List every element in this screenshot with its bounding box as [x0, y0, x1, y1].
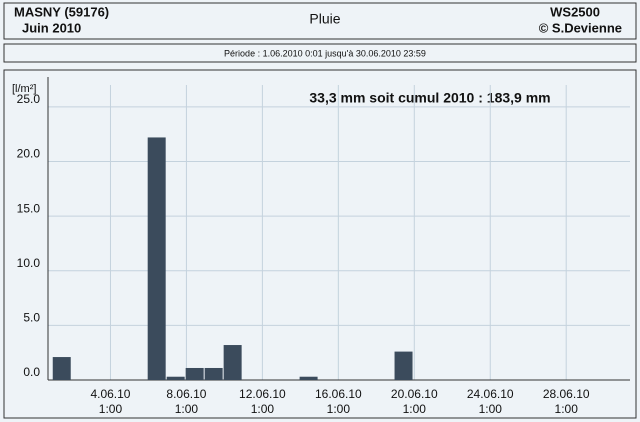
bar — [204, 367, 223, 380]
x-tick-label: 16.06.10 1:00 — [315, 387, 362, 416]
bar — [223, 345, 242, 380]
bar — [299, 376, 318, 380]
plot-frame — [3, 69, 637, 419]
header-box — [3, 2, 637, 40]
chart-title: Pluie — [309, 11, 340, 27]
x-tick-label: 12.06.10 1:00 — [239, 387, 286, 416]
period-box — [3, 43, 637, 63]
month: Juin 2010 — [22, 20, 81, 35]
annotation: 33,3 mm soit cumul 2010 : 183,9 mm — [309, 90, 550, 106]
period: Période : 1.06.2010 0:01 jusqu'à 30.06.2… — [224, 48, 426, 58]
station: MASNY (59176) — [14, 4, 109, 19]
x-tick-label: 28.06.10 1:00 — [543, 387, 590, 416]
x-tick-label: 24.06.10 1:00 — [467, 387, 514, 416]
y-tick-label: 0.0 — [23, 365, 40, 379]
y-tick-label: 25.0 — [17, 92, 41, 106]
bar — [52, 357, 71, 380]
bar — [185, 367, 204, 380]
y-tick-label: 15.0 — [17, 201, 41, 215]
bar — [394, 351, 413, 380]
author: © S.Devienne — [539, 20, 622, 35]
bar — [166, 376, 185, 380]
y-tick-label: 5.0 — [23, 311, 40, 325]
y-tick-label: 10.0 — [17, 256, 41, 270]
x-tick-label: 4.06.10 1:00 — [90, 387, 130, 416]
y-axis-label: [l/m²] — [12, 83, 36, 95]
y-tick-label: 20.0 — [17, 147, 41, 161]
x-tick-label: 20.06.10 1:00 — [391, 387, 438, 416]
x-tick-label: 8.06.10 1:00 — [166, 387, 206, 416]
device: WS2500 — [550, 4, 600, 19]
bar — [147, 137, 166, 380]
